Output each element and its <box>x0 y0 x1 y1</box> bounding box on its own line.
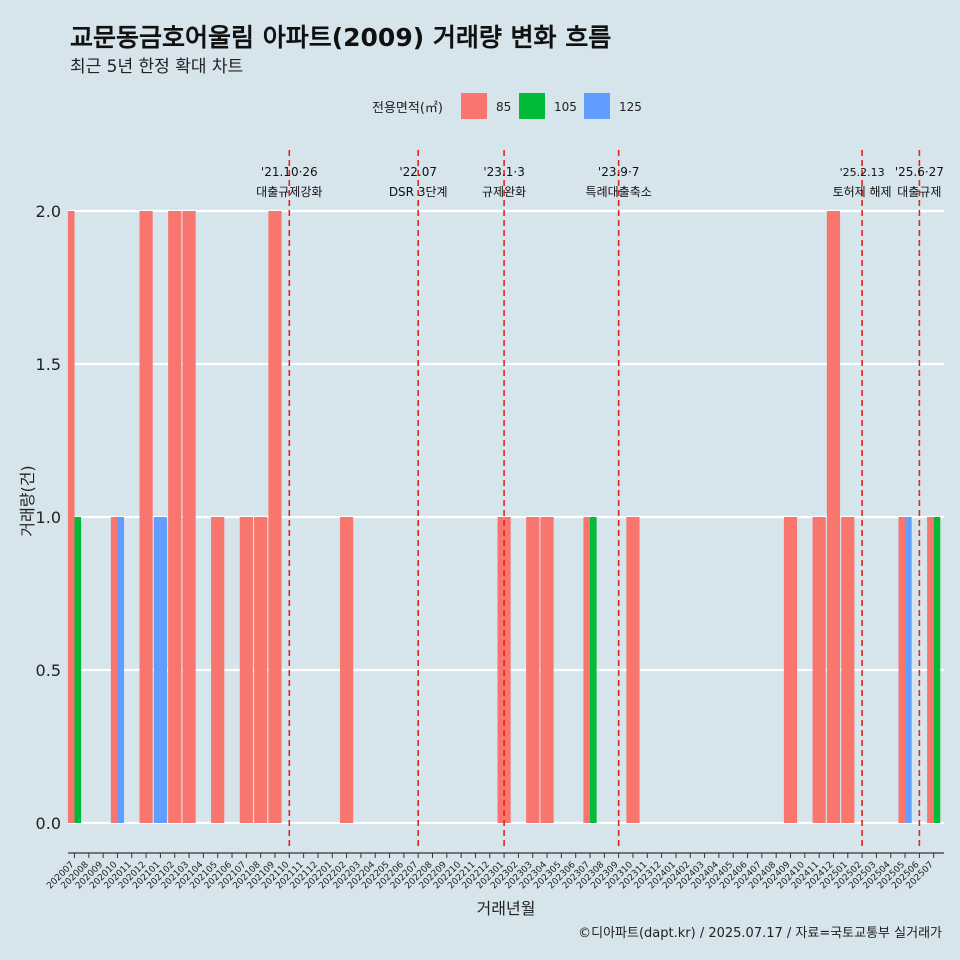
annotation-label: 토허제 해제 <box>833 185 892 199</box>
annotation-date: '22.07 <box>399 165 437 179</box>
bar-85 <box>339 517 354 823</box>
y-axis-title: 거래량(건) <box>18 465 37 536</box>
bar-85 <box>268 211 282 823</box>
legend-swatch-125 <box>584 93 610 119</box>
bar-85 <box>826 211 841 823</box>
chart-subtitle: 최근 5년 한정 확대 차트 <box>70 57 244 77</box>
annotation-date: '25.2.13 <box>840 166 885 179</box>
bar-105 <box>933 517 941 823</box>
legend-swatch-105 <box>519 93 545 119</box>
bar-85 <box>139 211 153 823</box>
annotation-date: '25.6·27 <box>895 165 944 179</box>
bar-85 <box>254 517 268 823</box>
bar-105 <box>590 517 597 823</box>
bar-85 <box>526 517 540 823</box>
bar-85 <box>583 517 591 823</box>
y-tick-label: 1.0 <box>36 508 61 527</box>
chart-title: 교문동금호어울림 아파트(2009) 거래량 변화 흐름 <box>70 23 612 52</box>
bar-105 <box>74 517 82 823</box>
legend-title: 전용면적(㎡) <box>372 101 443 116</box>
bar-85 <box>110 517 118 823</box>
bar-85 <box>927 517 934 823</box>
legend-label: 85 <box>496 100 511 114</box>
bar-85 <box>898 517 906 823</box>
annotation-label: 특례대출축소 <box>586 185 652 199</box>
y-tick-label: 0.0 <box>36 814 61 833</box>
bar-125 <box>153 517 168 823</box>
legend-label: 105 <box>554 100 577 114</box>
annotation-date: '23.1·3 <box>483 165 524 179</box>
annotation-date: '21.10·26 <box>261 165 318 179</box>
annotation-label: 대출규제 <box>897 185 941 199</box>
annotation-label: DSR 3단계 <box>389 185 448 199</box>
bar-85 <box>211 517 225 823</box>
bar-85 <box>783 517 798 823</box>
bar-85 <box>168 211 182 823</box>
bar-85 <box>841 517 855 823</box>
annotation-label: 대출규제강화 <box>256 185 322 199</box>
legend-label: 125 <box>619 100 642 114</box>
bar-85 <box>540 517 554 823</box>
y-tick-label: 2.0 <box>36 202 61 221</box>
bar-125 <box>117 517 125 823</box>
y-tick-label: 0.5 <box>36 661 61 680</box>
bar-85 <box>239 517 253 823</box>
bar-125 <box>905 517 912 823</box>
y-tick-label: 1.5 <box>36 355 61 374</box>
bar-85 <box>812 517 826 823</box>
bar-85 <box>626 517 640 823</box>
annotation-label: 규제완화 <box>482 185 526 199</box>
x-axis-title: 거래년월 <box>477 899 536 918</box>
bar-85 <box>67 211 75 823</box>
annotation-date: '23.9·7 <box>598 165 639 179</box>
bar-85 <box>182 211 196 823</box>
source-caption: ©디아파트(dapt.kr) / 2025.07.17 / 자료=국토교통부 실… <box>578 926 942 941</box>
legend-swatch-85 <box>461 93 487 119</box>
